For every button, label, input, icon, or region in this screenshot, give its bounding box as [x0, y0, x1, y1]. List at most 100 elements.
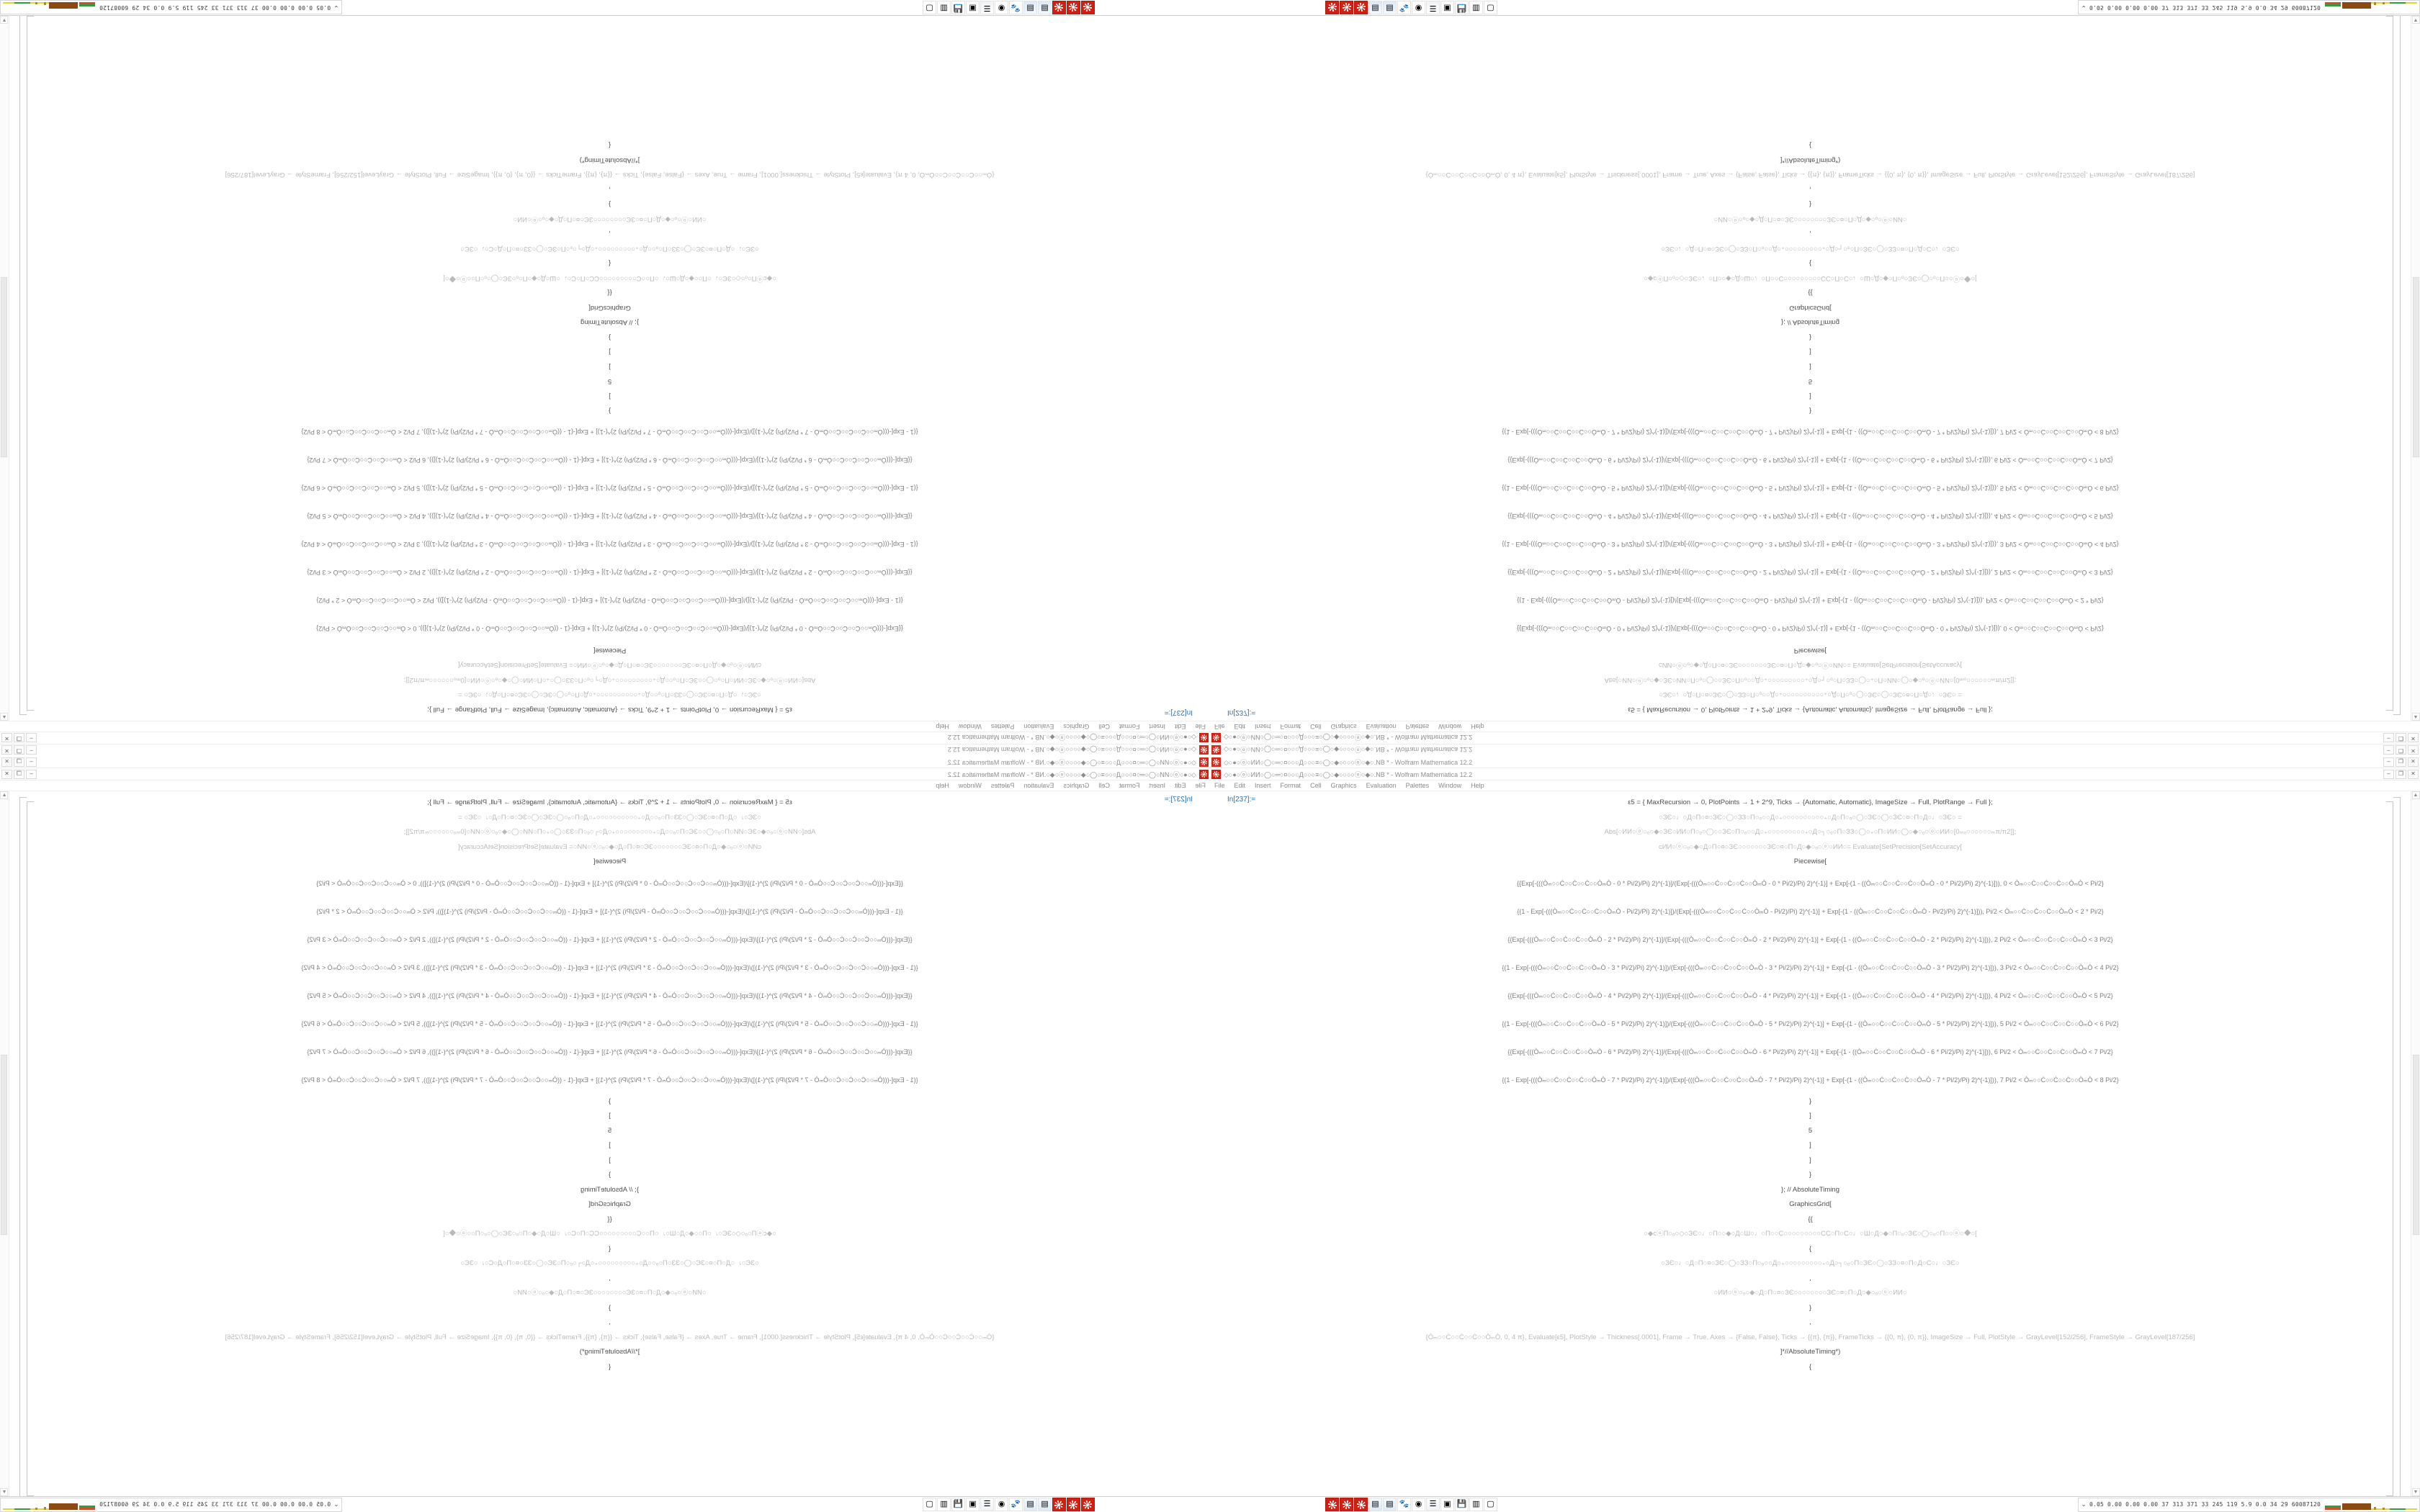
notebook-line[interactable]: {{ — [1808, 289, 1813, 297]
scroll-down-arrow-icon[interactable]: ▼ — [2411, 1488, 2420, 1496]
notebook-line[interactable]: {{Exp[-(((Òₘ○○Ċ○○Ċ○○Ċ○○ÒₘÒ - 2 * Pi/2)/P… — [1507, 935, 2113, 943]
close-icon[interactable]: ✕ — [1, 769, 12, 779]
notebook-line[interactable]: ○ИИ○ⓞ○ₒ○◆○Д○П○¤○ЗЄ○○○○○○○○ЗЄ○¤○П○Д○◆○ₒ○ⓞ… — [513, 1289, 707, 1297]
notebook-line[interactable]: , — [609, 1318, 611, 1326]
app-wolfram-1-icon[interactable] — [1081, 1, 1095, 14]
notebook-code-column[interactable]: ε5 = { MaxRecursion → 0, PlotPoints → 1 … — [55, 138, 1165, 716]
system-tray[interactable]: ⌄ 0.05 0.00 0.00 0.00 37 313 371 33 245 … — [0, 0, 342, 16]
notebook-line[interactable]: {{Exp[-(((Òₘ○○Ċ○○Ċ○○Ċ○○ÒₘÒ - 6 * Pi/2)/P… — [307, 1048, 913, 1056]
notebook-line[interactable]: {Òₘ○○Ċ○○Ċ○○Ċ○○ÒₘÒ, 0, 4 π}, Evaluate[ε5]… — [1425, 1333, 2195, 1341]
menu-item-format[interactable]: Format — [1280, 782, 1301, 789]
scrollbar-thumb[interactable] — [1, 1054, 8, 1235]
titlebar-background-window[interactable]: ◇○●○ⓞ○ИИ○◯○═○¤○○○Д○○○≡○◯○◆○○○○ⓞ○◆○.NB * … — [1210, 756, 2420, 768]
notebook-line[interactable]: {{Exp[-(((Òₘ○○Ċ○○Ċ○○Ċ○○ÒₘÒ - 2 * Pi/2)/P… — [307, 935, 913, 943]
menu-item-window[interactable]: Window — [1438, 782, 1462, 789]
menu-item-file[interactable]: File — [1214, 782, 1225, 789]
notebook-line[interactable]: ε5 = { MaxRecursion → 0, PlotPoints → 1 … — [1628, 706, 1993, 714]
notebook-line[interactable]: {{Exp[-(((Òₘ○○Ċ○○Ċ○○Ċ○○ÒₘÒ - 6 * Pi/2)/P… — [307, 456, 913, 464]
system-tray[interactable]: ⌄ 0.05 0.00 0.00 0.00 37 313 371 33 245 … — [2078, 1497, 2420, 1512]
minimize-icon[interactable]: – — [2383, 745, 2394, 755]
notebook-line[interactable]: } — [608, 200, 611, 209]
notebook-line[interactable]: сИИ○ⓞ○ₒ○◆○Д○П○¤○ЗЄ○○○○○○○ЗЄ○¤○П○Д○◆○ₒ○ⓞ○… — [1658, 661, 1963, 670]
menu-item-edit[interactable]: Edit — [1174, 723, 1186, 730]
app-wolfram-2-icon[interactable] — [1340, 1498, 1353, 1511]
notebook-line[interactable]: {(1 - Exp[-(((Òₘ○○Ċ○○Ċ○○Ċ○○ÒₘÒ - 7 * Pi/… — [301, 428, 918, 436]
notebook-line[interactable]: ○ЗЄ○♩○Д○П○¤○ЗЄ○◯○ЗЗ○П○ₒ○○Д○₊○○○○○○○○○○₊○… — [1659, 690, 1962, 699]
notebook-line[interactable]: } — [1809, 200, 1812, 209]
minimize-icon[interactable]: – — [26, 769, 37, 779]
notebook-line[interactable]: {(1 - Exp[-(((Òₘ○○Ċ○○Ċ○○Ċ○○ÒₘÒ - 3 * Pi/… — [1502, 541, 2119, 549]
notebook-line[interactable]: Piecewise[ — [1793, 647, 1827, 654]
scroll-down-arrow-icon[interactable]: ▼ — [0, 1488, 9, 1496]
app-firefox-icon[interactable]: ◉ — [1412, 1498, 1425, 1511]
notebook-code-column[interactable]: ε5 = { MaxRecursion → 0, PlotPoints → 1 … — [55, 796, 1165, 1374]
app-calculator-1-icon[interactable]: ▤ — [1368, 1, 1382, 14]
app-firefox-icon[interactable]: ◉ — [1412, 1, 1425, 14]
notebook-line[interactable]: } — [1809, 1097, 1812, 1105]
menu-item-help[interactable]: Help — [1471, 782, 1484, 789]
notebook-line[interactable]: {(1 - Exp[-(((Òₘ○○Ċ○○Ċ○○Ċ○○ÒₘÒ - 3 * Pi/… — [301, 541, 918, 549]
minimize-icon[interactable]: – — [26, 745, 37, 755]
notebook-line[interactable]: ] — [609, 392, 611, 400]
app-terminal-icon[interactable]: ▣ — [966, 1498, 980, 1511]
notebook-line[interactable]: {{Exp[-(((Òₘ○○Ċ○○Ċ○○Ċ○○ÒₘÒ - 4 * Pi/2)/P… — [307, 991, 913, 999]
notebook-line[interactable]: {(1 - Exp[-(((Òₘ○○Ċ○○Ċ○○Ċ○○ÒₘÒ - Pi/2)/P… — [1517, 907, 2104, 915]
notebook-line[interactable]: ε5 = { MaxRecursion → 0, PlotPoints → 1 … — [427, 798, 792, 806]
app-terminal-icon[interactable]: ▣ — [1440, 1498, 1454, 1511]
app-wolfram-2-icon[interactable] — [1067, 1498, 1080, 1511]
scroll-down-arrow-icon[interactable]: ▼ — [2411, 16, 2420, 24]
notebook-line[interactable]: 5 — [607, 1126, 612, 1135]
menu-item-window[interactable]: Window — [958, 723, 982, 730]
notebook-line[interactable]: { — [608, 259, 611, 268]
close-icon[interactable]: ✕ — [2408, 757, 2419, 767]
scrollbar-thumb[interactable] — [2412, 1054, 2419, 1235]
app-save-icon[interactable]: 💾 — [1455, 1, 1469, 14]
notebook-line[interactable]: {{Exp[-(((Òₘ○○Ċ○○Ċ○○Ċ○○ÒₘÒ - 2 * Pi/2)/P… — [307, 569, 913, 577]
menu-item-cell[interactable]: Cell — [1310, 782, 1322, 789]
notebook-line[interactable]: ] — [1809, 392, 1811, 400]
system-monitor-widget[interactable]: ⌄ 0.05 0.00 0.00 0.00 37 313 371 33 245 … — [0, 0, 342, 15]
system-tray[interactable]: ⌄ 0.05 0.00 0.00 0.00 37 313 371 33 245 … — [0, 1497, 342, 1512]
minimize-icon[interactable]: – — [2383, 769, 2394, 779]
notebook-line[interactable]: Piecewise[ — [593, 647, 627, 654]
maximize-icon[interactable]: ❐ — [2396, 757, 2406, 767]
app-wolfram-2-icon[interactable] — [1340, 1, 1353, 14]
vertical-scrollbar[interactable]: ▲ ▼ — [0, 16, 9, 721]
menu-item-cell[interactable]: Cell — [1098, 782, 1110, 789]
notebook-line[interactable]: 5 — [1808, 1126, 1813, 1135]
notebook-code-column[interactable]: ε5 = { MaxRecursion → 0, PlotPoints → 1 … — [1256, 796, 2365, 1374]
notebook-line[interactable]: ] — [609, 1156, 611, 1164]
notebook-line[interactable]: {{Exp[-(((Òₘ○○Ċ○○Ċ○○Ċ○○ÒₘÒ - 0 * Pi/2)/P… — [316, 625, 903, 633]
notebook-line[interactable]: 5 — [607, 377, 612, 386]
notebook-line[interactable]: ] — [1809, 1156, 1811, 1164]
notebook-line[interactable]: } — [1809, 1303, 1812, 1312]
notebook-line[interactable]: { — [1809, 1244, 1812, 1253]
notebook-line[interactable]: ] — [609, 363, 611, 371]
notebook-line[interactable]: {{Exp[-(((Òₘ○○Ċ○○Ċ○○Ċ○○ÒₘÒ - 0 * Pi/2)/P… — [316, 879, 903, 887]
notebook-line[interactable]: {(1 - Exp[-(((Òₘ○○Ċ○○Ċ○○Ċ○○ÒₘÒ - 3 * Pi/… — [301, 963, 918, 971]
vertical-scrollbar[interactable]: ▲ ▼ — [0, 791, 9, 1496]
notebook-line[interactable]: ○◆сⓞП○ₒ○◇○ЗЄ○♩○П○○◆○Д○Ш○♩○П○○С○○○○○○○○○С… — [1644, 274, 1977, 282]
scroll-up-arrow-icon[interactable]: ▲ — [2411, 713, 2420, 721]
close-icon[interactable]: ✕ — [1, 757, 12, 767]
menu-item-cell[interactable]: Cell — [1310, 723, 1322, 730]
menu-item-evaluation[interactable]: Evaluation — [1023, 782, 1054, 789]
app-calculator-1-icon[interactable]: ▤ — [1368, 1498, 1382, 1511]
notebook-canvas[interactable]: In[237]:= ε5 = { MaxRecursion → 0, PlotP… — [1210, 791, 2411, 1496]
menu-item-edit[interactable]: Edit — [1234, 723, 1246, 730]
maximize-icon[interactable]: ❐ — [14, 769, 24, 779]
notebook-line[interactable]: }; // AbsoluteTiming — [581, 1185, 639, 1194]
notebook-line[interactable]: { — [608, 1244, 611, 1253]
minimize-icon[interactable]: – — [26, 733, 37, 743]
app-gimp-icon[interactable]: 🐾 — [1397, 1, 1411, 14]
app-wolfram-3-icon[interactable] — [1354, 1, 1368, 14]
notebook-line[interactable]: {(1 - Exp[-(((Òₘ○○Ċ○○Ċ○○Ċ○○ÒₘÒ - 5 * Pi/… — [301, 1020, 918, 1027]
notebook-line[interactable]: } — [608, 1303, 611, 1312]
notebook-line[interactable]: { — [1809, 141, 1812, 150]
titlebar-background-window[interactable]: ◇○●○ⓞ○ИИ○◯○═○¤○○○Д○○○≡○◯○◆○○○○ⓞ○◆○.NB * … — [0, 756, 1210, 768]
app-archive-icon[interactable]: ▥ — [1469, 1, 1483, 14]
maximize-icon[interactable]: ❐ — [14, 745, 24, 755]
notebook-line[interactable]: GraphicsGrid[ — [1789, 304, 1832, 312]
cell-bracket-inner[interactable] — [2386, 801, 2393, 1496]
notebook-line[interactable]: ] — [609, 1141, 611, 1149]
